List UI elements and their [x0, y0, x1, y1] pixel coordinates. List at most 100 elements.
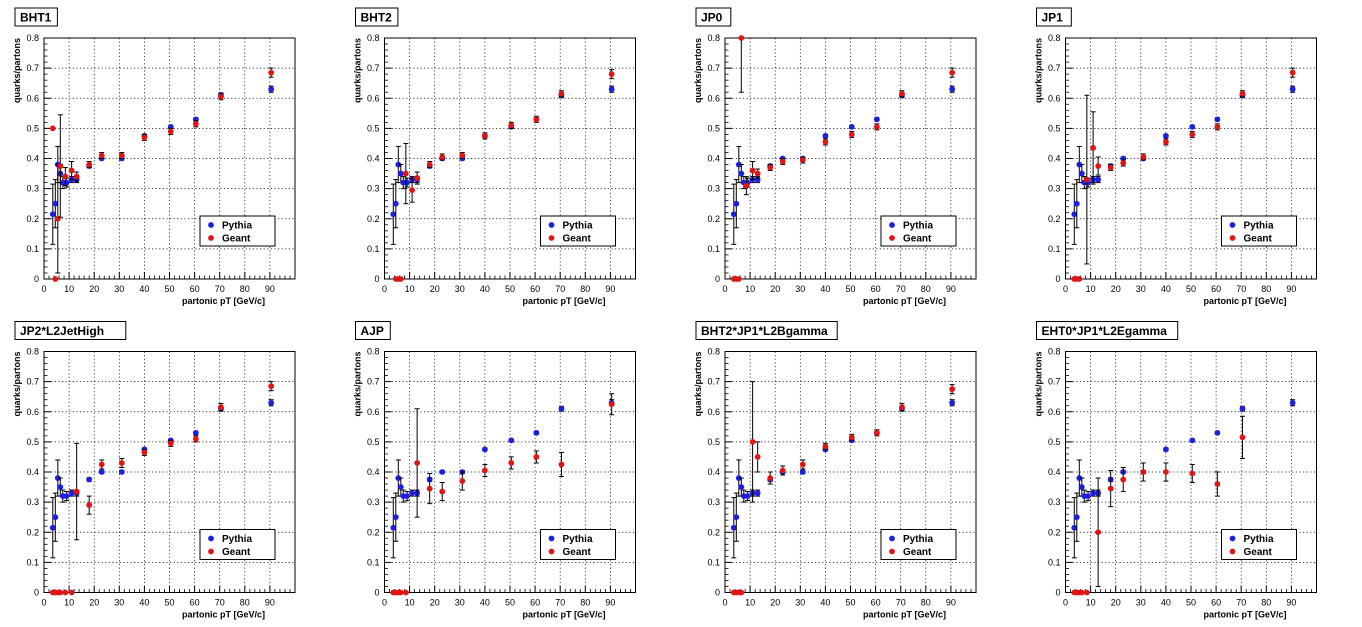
- legend-marker-geant: [208, 548, 214, 555]
- x-tick-label: 90: [1286, 598, 1296, 608]
- pythia-point: [392, 200, 399, 207]
- geant-point: [749, 167, 756, 174]
- chart-panel: 0 10 20 30 40 50 60 70 80 90 0 0.1 0.2 0.3 0.4 0.5 0.6 0.…: [12, 7, 296, 306]
- title-box: [14, 7, 58, 27]
- x-tick-label: 0: [722, 284, 727, 294]
- title-box: [355, 321, 391, 340]
- x-tick-label: 70: [896, 598, 906, 608]
- x-tick-label: 40: [139, 284, 149, 294]
- x-tick-label: 10: [405, 284, 415, 294]
- y-tick-label: 0.3: [26, 184, 39, 194]
- pythia-point: [735, 161, 742, 168]
- x-tick-label: 70: [1236, 598, 1246, 608]
- geant-point: [439, 488, 446, 495]
- pythia-point: [1189, 123, 1196, 130]
- pythia-point: [1214, 429, 1221, 436]
- x-axis-label: partonic pT [GeV/c]: [522, 610, 605, 620]
- geant-point: [779, 158, 786, 165]
- pythia-point: [733, 200, 740, 207]
- pythia-point: [1163, 446, 1169, 453]
- legend-label-pythia: Pythia: [903, 221, 933, 232]
- y-tick-label: 0: [1055, 274, 1060, 284]
- y-tick-label: 0.2: [1048, 527, 1061, 537]
- x-tick-label: 40: [820, 284, 830, 294]
- pythia-point: [533, 429, 540, 436]
- pythia-point: [873, 116, 880, 123]
- y-tick-label: 0.6: [707, 93, 720, 103]
- y-tick-label: 0.2: [26, 214, 39, 224]
- legend-marker-pythia: [1229, 222, 1236, 228]
- x-tick-label: 40: [480, 598, 490, 608]
- pythia-point: [395, 475, 402, 481]
- legend-box: [540, 215, 616, 247]
- legend-marker-geant: [889, 548, 895, 555]
- geant-point: [409, 187, 416, 194]
- legend-box: [1221, 529, 1297, 560]
- y-tick-label: 0.7: [26, 377, 39, 387]
- y-tick-label: 0.5: [1048, 123, 1061, 133]
- y-tick-label: 0.3: [1048, 184, 1061, 194]
- geant-point: [949, 69, 956, 76]
- x-axis-label: partonic pT [GeV/c]: [182, 296, 265, 306]
- geant-point: [767, 164, 774, 171]
- x-tick-label: 30: [1136, 284, 1146, 294]
- pythia-point: [397, 484, 404, 490]
- x-tick-label: 0: [41, 598, 46, 608]
- x-tick-label: 10: [745, 598, 755, 608]
- geant-point: [49, 125, 56, 132]
- legend-box: [540, 529, 616, 560]
- y-axis-label: quarks/partons: [1034, 352, 1044, 417]
- legend-marker-pythia: [548, 535, 555, 542]
- geant-point: [268, 69, 275, 76]
- chart-title: JP2*L2JetHigh: [20, 324, 104, 338]
- x-tick-label: 20: [430, 598, 440, 608]
- pythia-point: [52, 200, 59, 207]
- legend-box: [199, 529, 276, 560]
- legend-label-geant: Geant: [1244, 234, 1273, 245]
- legend-marker-geant: [548, 235, 555, 241]
- y-tick-label: 0.2: [367, 527, 380, 537]
- x-tick-label: 10: [64, 598, 74, 608]
- x-tick-label: 70: [215, 598, 225, 608]
- geant-point: [192, 435, 199, 442]
- x-tick-label: 80: [240, 284, 250, 294]
- pythia-point: [1163, 133, 1169, 139]
- legend-marker-pythia: [208, 222, 214, 228]
- geant-point: [414, 460, 421, 466]
- pythia-point: [409, 490, 416, 496]
- y-tick-label: 0.4: [26, 467, 39, 477]
- x-tick-label: 40: [820, 598, 830, 608]
- y-tick-label: 0.7: [26, 63, 39, 73]
- chart-title: BHT1: [20, 11, 52, 25]
- y-tick-label: 0.7: [1048, 377, 1061, 387]
- y-axis-label: quarks/partons: [693, 38, 703, 103]
- geant-point: [558, 90, 565, 97]
- pythia-point: [1239, 405, 1246, 412]
- geant-point: [799, 157, 806, 163]
- geant-point: [439, 154, 446, 160]
- pythia-point: [192, 429, 199, 436]
- y-tick-label: 0.6: [707, 407, 720, 417]
- legend-label-geant: Geant: [903, 234, 932, 245]
- x-tick-label: 90: [605, 598, 615, 608]
- pythia-point: [1071, 211, 1078, 218]
- x-tick-label: 60: [1211, 598, 1221, 608]
- x-tick-label: 90: [946, 284, 956, 294]
- legend-marker-geant: [889, 235, 895, 241]
- y-tick-label: 0.6: [1048, 93, 1061, 103]
- x-axis-label: partonic pT [GeV/c]: [1203, 296, 1286, 306]
- x-tick-label: 20: [770, 284, 780, 294]
- x-tick-label: 70: [555, 598, 565, 608]
- legend-marker-pythia: [889, 222, 895, 228]
- x-tick-label: 10: [1086, 284, 1096, 294]
- y-tick-label: 0.8: [26, 347, 39, 357]
- pythia-point: [86, 476, 93, 483]
- y-tick-label: 0.5: [367, 437, 380, 447]
- geant-point: [426, 161, 433, 168]
- legend-marker-geant: [548, 548, 555, 555]
- geant-point: [1078, 589, 1085, 596]
- x-tick-label: 50: [164, 598, 174, 608]
- geant-point: [73, 488, 80, 495]
- chart-panel: 0 10 20 30 40 50 60 70 80 90 0 0.1 0.2 0.3 0.4 0.5 0.6 0.…: [353, 321, 636, 620]
- legend-marker-geant: [1229, 548, 1236, 555]
